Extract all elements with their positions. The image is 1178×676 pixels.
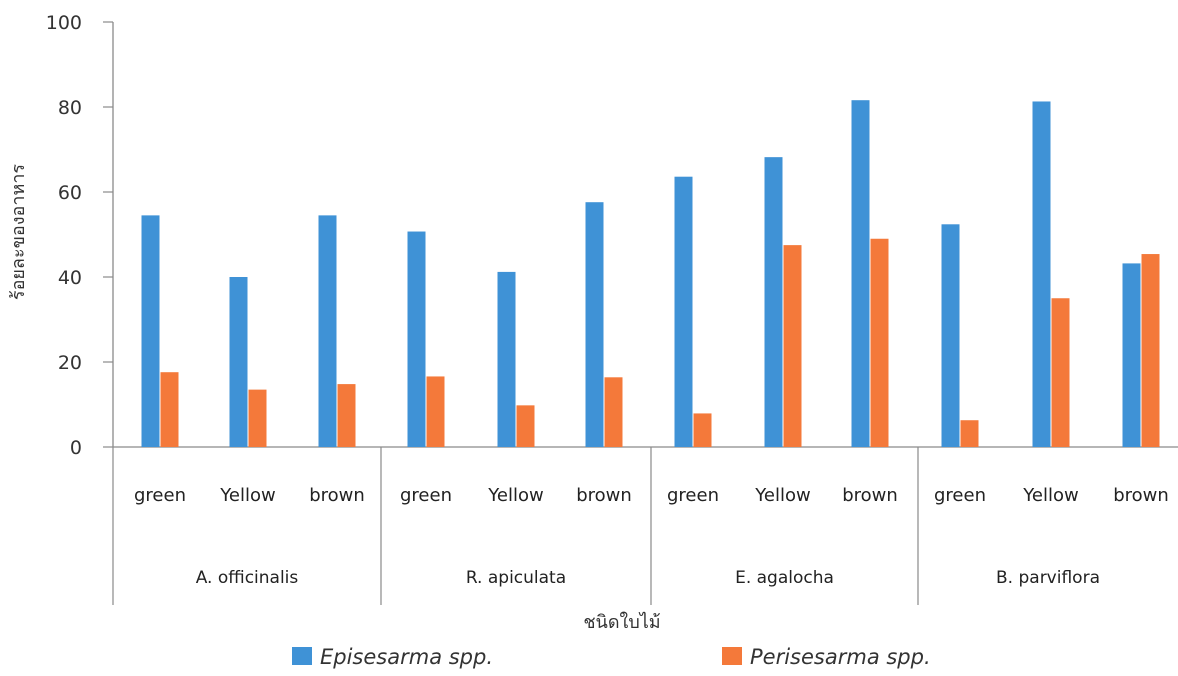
y-axis-title: ร้อยละของอาหาร bbox=[8, 164, 29, 301]
bar-perisesarma bbox=[160, 372, 179, 447]
category-label: green bbox=[134, 485, 186, 506]
group-label: B. parviflora bbox=[996, 568, 1100, 588]
legend-label: Episesarma spp. bbox=[320, 645, 493, 669]
bar-perisesarma bbox=[693, 413, 712, 447]
bar-episesarma bbox=[318, 215, 337, 447]
legend: Episesarma spp. Perisesarma spp. bbox=[292, 645, 931, 669]
bar-episesarma bbox=[407, 231, 426, 447]
y-tick-label: 60 bbox=[58, 182, 82, 204]
category-label: green bbox=[934, 485, 986, 506]
bars bbox=[141, 100, 1160, 447]
bar-perisesarma bbox=[960, 420, 979, 447]
y-tick-label: 100 bbox=[46, 12, 82, 34]
bar-perisesarma bbox=[1051, 298, 1070, 447]
bar-episesarma bbox=[764, 157, 783, 447]
category-label: green bbox=[400, 485, 452, 506]
category-label: brown bbox=[576, 485, 632, 506]
bar-perisesarma bbox=[516, 405, 535, 447]
bar-perisesarma bbox=[783, 245, 802, 447]
bar-perisesarma bbox=[248, 389, 267, 447]
y-tick-label: 0 bbox=[70, 437, 82, 459]
bar-perisesarma bbox=[337, 384, 356, 447]
category-label: Yellow bbox=[487, 485, 543, 506]
bar-perisesarma bbox=[870, 238, 889, 447]
bar-episesarma bbox=[141, 215, 160, 447]
y-tick-label: 40 bbox=[58, 267, 82, 289]
y-tick-label: 80 bbox=[58, 97, 82, 119]
category-label: Yellow bbox=[219, 485, 275, 506]
category-label: brown bbox=[842, 485, 898, 506]
category-label: green bbox=[667, 485, 719, 506]
bar-episesarma bbox=[1122, 263, 1141, 447]
category-label: brown bbox=[1113, 485, 1169, 506]
bar-episesarma bbox=[674, 176, 693, 447]
bar-perisesarma bbox=[426, 376, 445, 447]
group-label: E. agalocha bbox=[735, 568, 834, 588]
y-tick-label: 20 bbox=[58, 352, 82, 374]
category-label: brown bbox=[309, 485, 365, 506]
bar-episesarma bbox=[229, 277, 248, 447]
bar-episesarma bbox=[585, 202, 604, 447]
bar-episesarma bbox=[851, 100, 870, 447]
axes bbox=[112, 22, 1178, 605]
bar-episesarma bbox=[941, 224, 960, 447]
x-axis-labels: green Yellow brown A. officinalis green Yello… bbox=[134, 485, 1169, 588]
bar-perisesarma bbox=[1141, 254, 1160, 447]
bar-perisesarma bbox=[604, 377, 623, 447]
category-label: Yellow bbox=[1022, 485, 1078, 506]
group-label: R. apiculata bbox=[466, 568, 566, 588]
category-label: Yellow bbox=[754, 485, 810, 506]
bar-episesarma bbox=[1032, 101, 1051, 447]
group-label: A. officinalis bbox=[196, 568, 299, 588]
bar-episesarma bbox=[497, 271, 516, 447]
legend-label: Perisesarma spp. bbox=[750, 645, 931, 669]
legend-swatch bbox=[292, 647, 312, 665]
legend-swatch bbox=[722, 647, 742, 665]
x-axis-title: ชนิดใบไม้ bbox=[583, 611, 660, 633]
y-axis-ticks: 0 20 40 60 80 100 bbox=[46, 12, 113, 459]
